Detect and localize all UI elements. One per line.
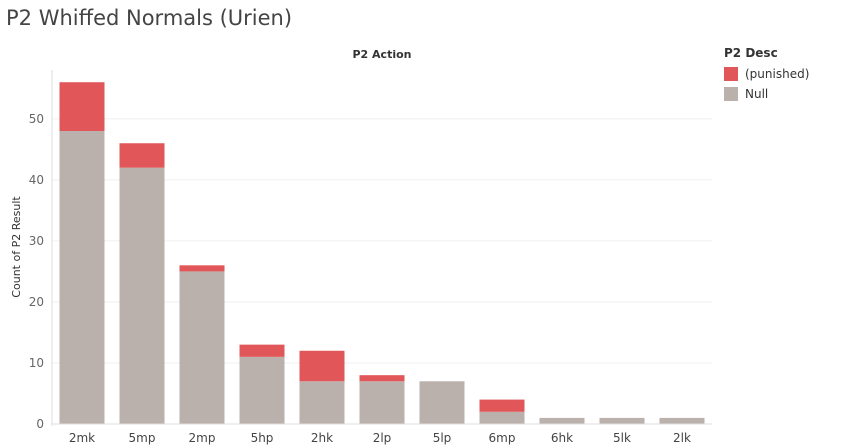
y-tick-label: 0 (36, 417, 44, 431)
bar-null-2mp (179, 271, 225, 424)
bar-null-6hk (539, 417, 585, 424)
y-tick-label: 20 (29, 295, 44, 309)
bar-null-2lp (359, 381, 405, 424)
y-tick-label: 30 (29, 234, 44, 248)
x-tick-label-5lp: 5lp (433, 431, 452, 445)
bar-null-5hp (239, 356, 285, 424)
x-tick-label-5hp: 5hp (251, 431, 274, 445)
y-tick-label: 10 (29, 356, 44, 370)
bar-null-2mk (59, 131, 105, 424)
bar-null-2lk (659, 417, 705, 424)
x-tick-label-5mp: 5mp (129, 431, 156, 445)
x-tick-label-6mp: 6mp (489, 431, 516, 445)
legend-item-null[interactable]: Null (724, 84, 809, 104)
x-tick-label-6hk: 6hk (551, 431, 573, 445)
bar-null-5mp (119, 167, 165, 425)
bar-punished-2hk (299, 350, 345, 382)
legend-title: P2 Desc (724, 46, 778, 60)
y-axis-label: Count of P2 Result (10, 196, 23, 298)
bar-punished-2mp (179, 265, 225, 272)
legend: P2 Desc (punished) Null (724, 46, 809, 104)
x-tick-label-2lk: 2lk (673, 431, 691, 445)
bar-null-5lp (419, 381, 465, 424)
legend-swatch-punished (724, 67, 738, 81)
legend-label-punished: (punished) (745, 67, 810, 81)
legend-label-null: Null (745, 87, 769, 101)
bar-punished-5mp (119, 143, 165, 168)
legend-swatch-null (724, 87, 738, 101)
y-tick-label: 40 (29, 173, 44, 187)
x-tick-label-2hk: 2hk (311, 431, 333, 445)
bar-null-5lk (599, 417, 645, 424)
bar-punished-5hp (239, 344, 285, 357)
x-tick-label-5lk: 5lk (613, 431, 631, 445)
bar-null-6mp (479, 411, 525, 424)
bar-punished-6mp (479, 399, 525, 412)
legend-item-punished[interactable]: (punished) (724, 64, 809, 84)
bar-punished-2mk (59, 82, 105, 132)
bar-punished-2lp (359, 375, 405, 382)
x-tick-label-2mp: 2mp (189, 431, 216, 445)
x-tick-label-2mk: 2mk (69, 431, 95, 445)
bar-null-2hk (299, 381, 345, 424)
x-tick-label-2lp: 2lp (373, 431, 392, 445)
column-header: P2 Action (353, 48, 412, 61)
y-tick-label: 50 (29, 112, 44, 126)
chart-title: P2 Whiffed Normals (Urien) (6, 6, 293, 30)
